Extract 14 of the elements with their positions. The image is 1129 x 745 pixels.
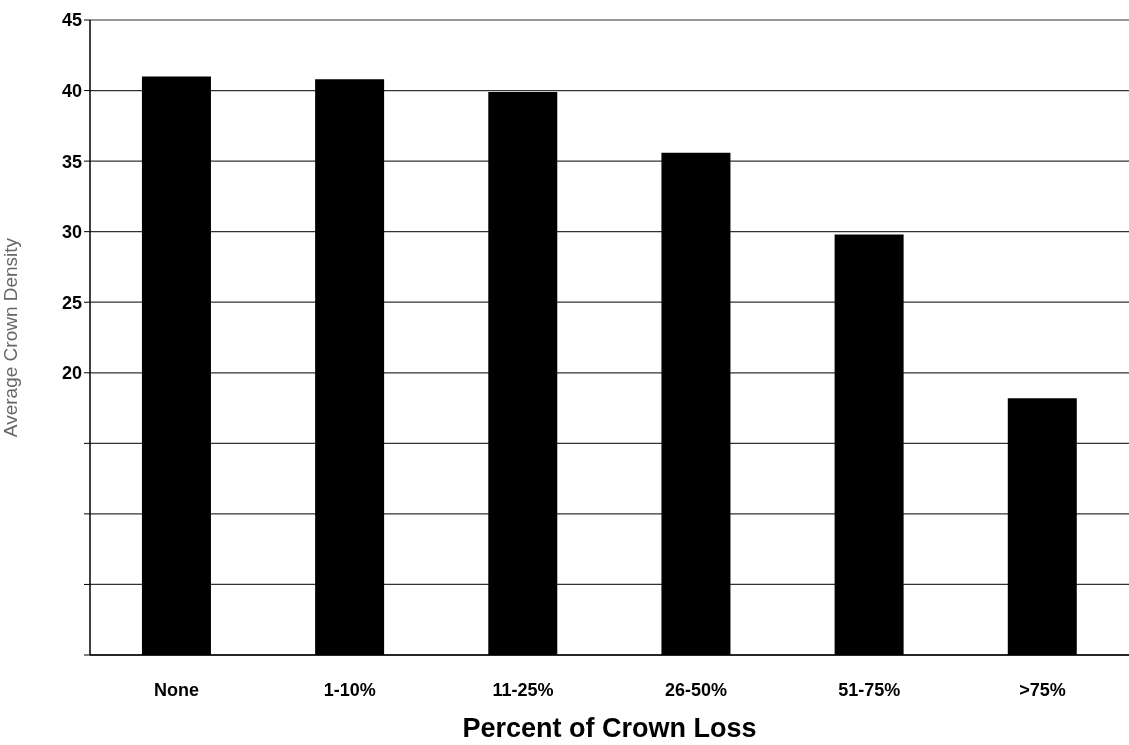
x-tick-label: 1-10% <box>323 679 376 700</box>
x-tick-label: 51-75% <box>838 679 901 700</box>
x-axis-title: Percent of Crown Loss <box>462 713 757 743</box>
y-tick-label: 35 <box>61 151 82 172</box>
x-tick-label: 26-50% <box>665 679 728 700</box>
x-tick-label: None <box>154 679 200 700</box>
y-tick-label: 45 <box>61 10 82 31</box>
y-tick-label: 30 <box>61 222 82 243</box>
x-tick-label: 11-25% <box>492 679 554 700</box>
y-axis-title: Average Crown Density <box>0 237 21 438</box>
y-tick-label: 40 <box>61 80 82 101</box>
x-tick-label: >75% <box>1019 679 1066 700</box>
y-tick-label: 20 <box>61 363 82 384</box>
y-tick-label: 25 <box>61 292 82 313</box>
